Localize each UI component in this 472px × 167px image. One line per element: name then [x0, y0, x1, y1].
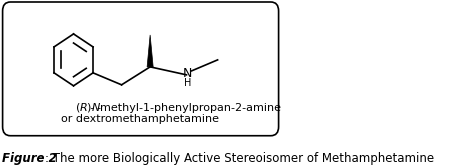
Text: -methyl-1-phenylpropan-2-amine: -methyl-1-phenylpropan-2-amine: [97, 103, 282, 113]
Text: N: N: [183, 67, 192, 80]
FancyBboxPatch shape: [2, 2, 278, 136]
Text: : The more Biologically Active Stereoisomer of Methamphetamine: : The more Biologically Active Stereoiso…: [45, 152, 434, 165]
Polygon shape: [147, 35, 153, 67]
Text: N: N: [92, 103, 100, 113]
Text: H: H: [184, 78, 191, 88]
Text: (: (: [76, 103, 81, 113]
Text: Figure 2: Figure 2: [2, 152, 57, 165]
Text: R: R: [80, 103, 87, 113]
Text: )-: )-: [85, 103, 94, 113]
Text: or dextromethamphetamine: or dextromethamphetamine: [61, 114, 219, 124]
